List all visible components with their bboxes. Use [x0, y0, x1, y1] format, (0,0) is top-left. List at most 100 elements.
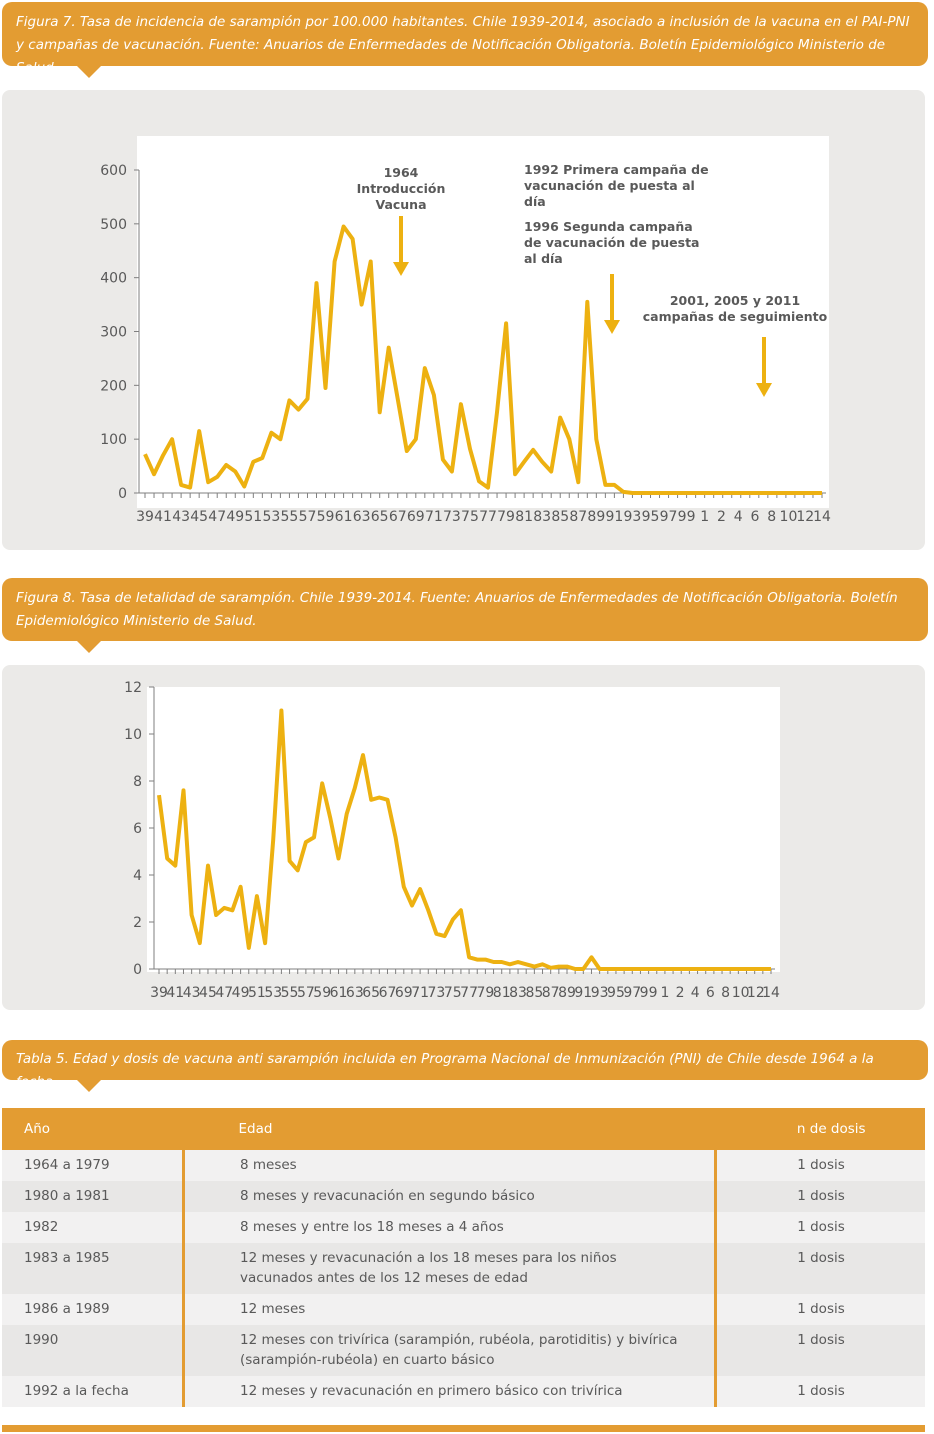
y-tick-label: 400 — [100, 271, 127, 287]
y-tick-label: 200 — [100, 378, 127, 394]
x-tick-label: 4 — [734, 509, 743, 525]
x-tick-label: 99 — [678, 509, 696, 525]
cell-year: 1983 a 1985 — [2, 1243, 185, 1294]
x-tick-label: 49 — [226, 509, 244, 525]
arrow-head-icon — [393, 262, 409, 276]
vaccine-table: Año Edad n de dosis 1964 a 1979 8 meses 1 … — [2, 1108, 925, 1407]
table-row: 1990 12 meses con trivírica (sarampión, r… — [2, 1325, 925, 1376]
x-tick-label: 99 — [640, 985, 658, 1001]
x-tick-label: 8 — [767, 509, 776, 525]
annotation-text: día — [524, 194, 546, 209]
x-tick-label: 93 — [591, 985, 609, 1001]
cell-doses: 1 dosis — [715, 1181, 925, 1212]
x-tick-label: 6 — [750, 509, 759, 525]
x-tick-label: 67 — [379, 985, 397, 1001]
x-tick-label: 67 — [389, 509, 407, 525]
y-tick-label: 8 — [133, 774, 142, 790]
caption-pointer — [76, 65, 102, 78]
table-row: 1986 a 1989 12 meses 1 dosis — [2, 1294, 925, 1325]
cell-age: 8 meses y revacunación en segundo básico — [183, 1181, 717, 1212]
x-tick-label: 12 — [747, 985, 765, 1001]
y-tick-label: 500 — [100, 217, 127, 233]
y-tick-label: 4 — [133, 868, 142, 884]
figure7-caption-text: Figura 7. Tasa de incidencia de sarampió… — [16, 14, 910, 76]
table-row: 1964 a 1979 8 meses 1 dosis — [2, 1150, 925, 1181]
cell-year: 1990 — [2, 1325, 185, 1376]
cell-year: 1986 a 1989 — [2, 1294, 185, 1325]
table-header-row: Año Edad n de dosis — [2, 1108, 925, 1150]
x-tick-label: 43 — [183, 985, 201, 1001]
x-tick-label: 83 — [533, 509, 551, 525]
figure8-caption: Figura 8. Tasa de letalidad de sarampión… — [2, 578, 928, 653]
x-tick-label: 63 — [353, 509, 371, 525]
x-tick-label: 95 — [607, 985, 625, 1001]
x-tick-label: 47 — [215, 985, 233, 1001]
x-tick-label: 75 — [461, 509, 479, 525]
x-tick-label: 77 — [460, 985, 478, 1001]
x-tick-label: 2 — [676, 985, 685, 1001]
x-tick-label: 51 — [244, 509, 262, 525]
x-tick-label: 14 — [813, 509, 831, 525]
x-tick-label: 41 — [166, 985, 184, 1001]
x-tick-label: 51 — [248, 985, 266, 1001]
chart-8: 0246810123941434547495153555759616365676… — [124, 680, 780, 1001]
x-tick-label: 59 — [313, 985, 331, 1001]
y-tick-label: 0 — [133, 962, 142, 978]
x-tick-label: 12 — [796, 509, 814, 525]
table-row: 1980 a 1981 8 meses y revacunación en seg… — [2, 1181, 925, 1212]
x-tick-label: 47 — [208, 509, 226, 525]
x-tick-label: 57 — [299, 509, 317, 525]
x-tick-label: 83 — [509, 985, 527, 1001]
table-row: 1983 a 1985 12 meses y revacunación a los… — [2, 1243, 925, 1294]
x-tick-label: 53 — [262, 509, 280, 525]
series-line — [157, 708, 771, 971]
x-tick-label: 91 — [574, 985, 592, 1001]
x-tick-label: 85 — [551, 509, 569, 525]
cell-doses: 1 dosis — [715, 1243, 925, 1294]
table-bottom-bar — [2, 1425, 925, 1432]
table-row: 1992 a la fecha 12 meses y revacunación e… — [2, 1376, 925, 1407]
annotation-text: 1996 Segunda campaña — [524, 219, 693, 234]
x-tick-label: 97 — [623, 985, 641, 1001]
x-tick-label: 69 — [395, 985, 413, 1001]
annotation-text: campañas de seguimiento — [643, 309, 828, 324]
x-tick-label: 71 — [411, 985, 429, 1001]
x-tick-label: 45 — [190, 509, 208, 525]
y-tick-label: 600 — [100, 163, 127, 179]
y-tick-label: 0 — [118, 486, 127, 502]
x-tick-label: 59 — [317, 509, 335, 525]
x-tick-label: 53 — [264, 985, 282, 1001]
x-tick-label: 10 — [732, 985, 750, 1001]
cell-age: 8 meses — [183, 1150, 717, 1181]
y-tick-label: 100 — [100, 432, 127, 448]
annotation-text: Vacuna — [375, 197, 426, 212]
annotation-text: al día — [524, 251, 563, 266]
x-tick-label: 87 — [542, 985, 560, 1001]
table5-caption-text: Tabla 5. Edad y dosis de vacuna anti sar… — [16, 1051, 874, 1090]
cell-doses: 1 dosis — [715, 1212, 925, 1243]
cell-doses: 1 dosis — [715, 1325, 925, 1376]
x-tick-label: 79 — [476, 985, 494, 1001]
annotation-text: 1964 — [384, 165, 419, 180]
x-tick-label: 61 — [335, 509, 353, 525]
x-tick-label: 45 — [199, 985, 217, 1001]
annotation-text: 1992 Primera campaña de — [524, 162, 709, 177]
header-year: Año — [2, 1108, 184, 1150]
x-tick-label: 69 — [407, 509, 425, 525]
arrow-head-icon — [756, 383, 772, 397]
y-tick-label: 6 — [133, 821, 142, 837]
x-tick-label: 71 — [425, 509, 443, 525]
x-tick-label: 75 — [444, 985, 462, 1001]
x-tick-label: 91 — [605, 509, 623, 525]
y-tick-label: 300 — [100, 325, 127, 341]
cell-year: 1964 a 1979 — [2, 1150, 185, 1181]
annotation-text: Introducción — [357, 181, 446, 196]
x-tick-label: 73 — [443, 509, 461, 525]
annotation-text: 2001, 2005 y 2011 — [670, 293, 800, 308]
y-tick-label: 10 — [124, 727, 142, 743]
figure7-caption: Figura 7. Tasa de incidencia de sarampió… — [2, 2, 928, 78]
cell-doses: 1 dosis — [715, 1150, 925, 1181]
cell-year: 1992 a la fecha — [2, 1376, 185, 1407]
